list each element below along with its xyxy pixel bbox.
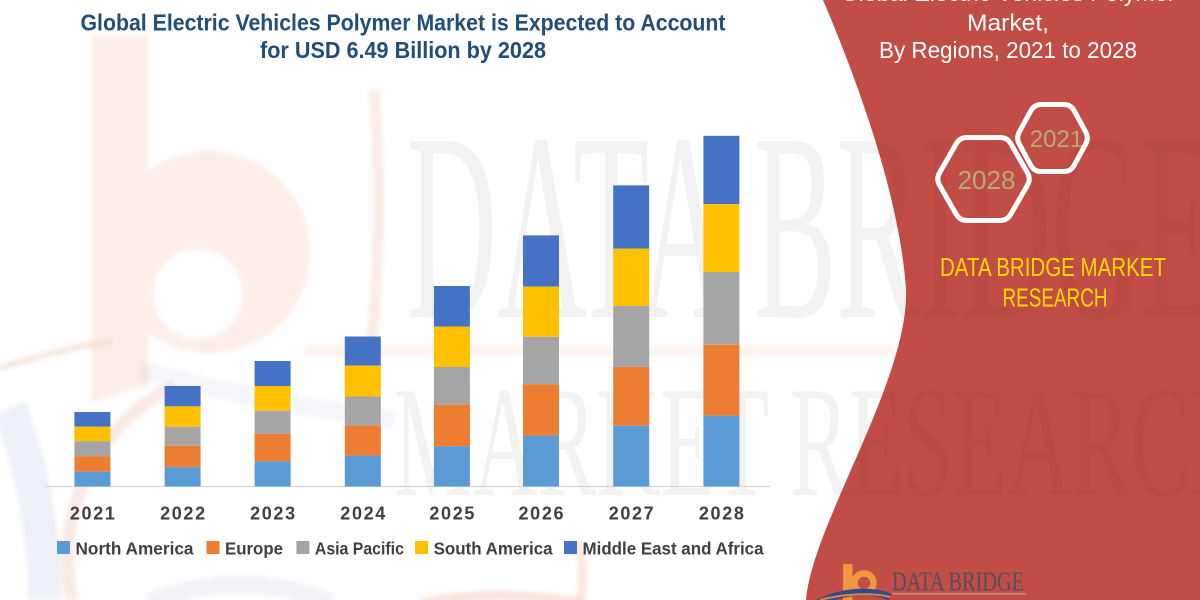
svg-text:Global Electric Vehicles Polym: Global Electric Vehicles Polymer Market …: [81, 9, 726, 35]
svg-text:By Regions, 2021 to 2028: By Regions, 2021 to 2028: [879, 37, 1137, 63]
svg-text:Global Electric Vehicles Polym: Global Electric Vehicles Polymer: [841, 0, 1176, 6]
svg-text:2021: 2021: [1030, 126, 1083, 153]
svg-text:2025: 2025: [429, 504, 474, 524]
svg-text:for USD 6.49 Billion by 2028: for USD 6.49 Billion by 2028: [260, 37, 546, 63]
svg-text:2028: 2028: [699, 504, 744, 524]
svg-text:North America: North America: [76, 539, 194, 559]
svg-text:2021: 2021: [70, 504, 115, 524]
svg-text:2024: 2024: [340, 504, 385, 524]
svg-text:Middle East and Africa: Middle East and Africa: [583, 539, 764, 559]
svg-text:DATA BRIDGE MARKET: DATA BRIDGE MARKET: [940, 252, 1166, 282]
svg-text:2023: 2023: [250, 504, 295, 524]
svg-text:2027: 2027: [609, 504, 654, 524]
svg-text:Market,: Market,: [967, 9, 1049, 35]
svg-text:DATA BRIDGE: DATA BRIDGE: [892, 567, 1024, 597]
svg-text:2028: 2028: [958, 165, 1016, 195]
svg-text:RESEARCH: RESEARCH: [1003, 283, 1108, 313]
svg-text:South America: South America: [434, 539, 553, 559]
svg-text:MARKET RESEARCH: MARKET RESEARCH: [892, 597, 1026, 600]
svg-text:Europe: Europe: [225, 539, 283, 559]
svg-text:2022: 2022: [160, 504, 205, 524]
svg-text:Asia Pacific: Asia Pacific: [315, 539, 404, 559]
svg-text:2026: 2026: [519, 504, 564, 524]
